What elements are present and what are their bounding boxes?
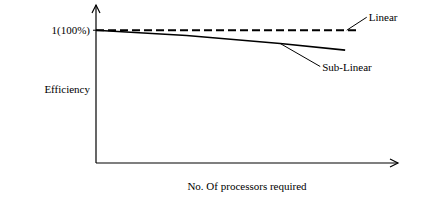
y-tick-label: 1(100%) — [52, 24, 91, 37]
y-axis — [95, 5, 96, 163]
series-line — [96, 30, 345, 50]
label-leader — [347, 17, 367, 30]
y-axis-arrow — [92, 5, 100, 13]
series-label: Sub-Linear — [322, 61, 372, 73]
x-axis-label: No. Of processors required — [187, 180, 307, 192]
x-axis-arrow — [390, 159, 398, 167]
series-label: Linear — [369, 11, 398, 23]
x-axis — [96, 162, 398, 163]
plot-area — [96, 30, 359, 50]
series-line — [96, 29, 359, 31]
y-tick — [93, 30, 96, 31]
y-axis-label: Efficiency — [44, 83, 90, 95]
label-leader — [280, 44, 320, 67]
chart: 1(100%) Efficiency No. Of processors requi… — [0, 0, 448, 203]
